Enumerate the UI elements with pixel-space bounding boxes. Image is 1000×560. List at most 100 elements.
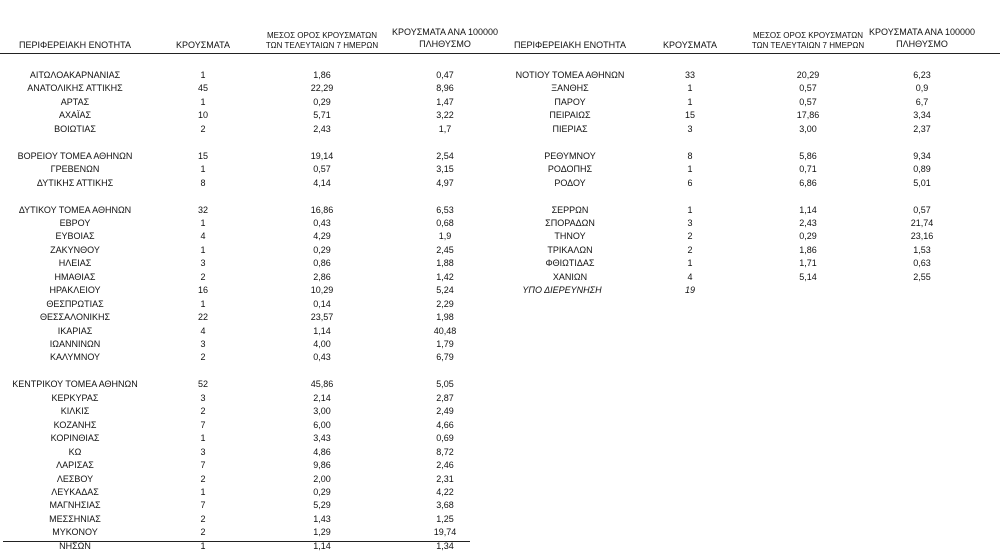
- avg-7-days-cell: 0,29: [313, 96, 331, 107]
- region-cell: ΛΕΥΚΑΔΑΣ: [51, 486, 99, 497]
- cases-cell: 8: [200, 177, 206, 188]
- bottom-rule: [3, 541, 470, 542]
- per-100k-cell: 6,53: [436, 204, 454, 215]
- per-100k-cell: 4,22: [436, 486, 454, 497]
- avg-7-days-cell: 0,14: [313, 298, 331, 309]
- cases-cell: 2: [200, 473, 206, 484]
- cases-cell: 7: [200, 419, 206, 430]
- region-cell: ΔΥΤΙΚΗΣ ΑΤΤΙΚΗΣ: [36, 177, 114, 188]
- avg-7-days-cell: 0,57: [799, 83, 817, 94]
- avg-7-days-cell: 5,86: [799, 150, 817, 161]
- per-100k-cell: 4,97: [436, 177, 454, 188]
- per-100k-cell: 8,96: [436, 83, 454, 94]
- header-region: ΠΕΡΙΦΕΡΕΙΑΚΗ ΕΝΟΤΗΤΑ: [18, 40, 132, 50]
- per-100k-cell: 19,74: [433, 527, 457, 538]
- header-per-100k: ΠΛΗΘΥΣΜΟ: [896, 39, 948, 49]
- per-100k-cell: 8,72: [436, 446, 454, 457]
- header-avg-7-days: ΜΕΣΟΣ ΟΡΟΣ ΚΡΟΥΣΜΑΤΩΝ: [266, 31, 378, 40]
- cases-cell: 2: [200, 513, 206, 524]
- header-per-100k: ΚΡΟΥΣΜΑΤΑ ΑΝΑ 100000: [869, 27, 975, 37]
- avg-7-days-cell: 4,86: [313, 446, 331, 457]
- cases-cell: 1: [200, 96, 206, 107]
- per-100k-cell: 0,69: [436, 433, 454, 444]
- cases-cell: 32: [197, 204, 209, 215]
- per-100k-cell: 3,15: [436, 164, 454, 175]
- per-100k-cell: 3,68: [436, 500, 454, 511]
- avg-7-days-cell: 3,43: [313, 433, 331, 444]
- avg-7-days-cell: 0,29: [313, 486, 331, 497]
- avg-7-days-cell: 16,86: [310, 204, 334, 215]
- per-100k-cell: 21,74: [910, 217, 934, 228]
- region-cell: ΗΡΑΚΛΕΙΟΥ: [49, 285, 101, 296]
- region-cell: ΣΕΡΡΩΝ: [551, 204, 589, 215]
- cases-cell: 2: [200, 527, 206, 538]
- avg-7-days-cell: 0,43: [313, 352, 331, 363]
- per-100k-cell: 2,46: [436, 460, 454, 471]
- per-100k-cell: 1,9: [438, 231, 452, 242]
- per-100k-cell: 5,24: [436, 285, 454, 296]
- cases-cell: 1: [200, 540, 206, 551]
- per-100k-cell: 5,05: [436, 379, 454, 390]
- cases-cell: 2: [200, 123, 206, 134]
- region-cell: ΗΛΕΙΑΣ: [58, 258, 92, 269]
- per-100k-cell: 23,16: [910, 231, 934, 242]
- per-100k-cell: 2,37: [913, 123, 931, 134]
- region-cell: ΔΥΤΙΚΟΥ ΤΟΜΕΑ ΑΘΗΝΩΝ: [18, 204, 132, 215]
- cases-cell: 15: [684, 110, 696, 121]
- cases-cell: 1: [687, 258, 693, 269]
- avg-7-days-cell: 3,00: [313, 406, 331, 417]
- avg-7-days-cell: 1,14: [799, 204, 817, 215]
- region-cell: ΓΡΕΒΕΝΩΝ: [50, 164, 100, 175]
- per-100k-cell: 1,98: [436, 312, 454, 323]
- cases-cell: 4: [687, 271, 693, 282]
- per-100k-cell: 0,47: [436, 70, 454, 80]
- cases-cell: 3: [200, 258, 206, 269]
- avg-7-days-cell: 1,86: [313, 70, 331, 80]
- cases-cell: 52: [197, 379, 209, 390]
- avg-7-days-cell: 10,29: [310, 285, 334, 296]
- avg-7-days-cell: 20,29: [796, 70, 820, 80]
- per-100k-cell: 0,89: [913, 164, 931, 175]
- cases-cell: 2: [200, 352, 206, 363]
- avg-7-days-cell: 19,14: [310, 150, 334, 161]
- cases-cell: 3: [200, 339, 206, 349]
- avg-7-days-cell: 2,00: [313, 473, 331, 484]
- header-cases: ΚΡΟΥΣΜΑΤΑ: [663, 40, 717, 50]
- region-cell: ΝΟΤΙΟΥ ΤΟΜΕΑ ΑΘΗΝΩΝ: [515, 70, 625, 80]
- region-cell: ΛΑΡΙΣΑΣ: [56, 460, 94, 471]
- per-100k-cell: 1,79: [436, 339, 454, 349]
- region-cell: ΕΥΒΟΙΑΣ: [55, 231, 95, 242]
- region-cell: ΡΕΘΥΜΝΟΥ: [544, 150, 596, 161]
- region-cell: ΠΕΙΡΑΙΩΣ: [549, 110, 591, 121]
- cases-cell: 33: [684, 70, 696, 80]
- per-100k-cell: 2,49: [436, 406, 454, 417]
- avg-7-days-cell: 17,86: [796, 110, 820, 121]
- per-100k-cell: 3,34: [913, 110, 931, 121]
- avg-7-days-cell: 0,29: [313, 244, 331, 255]
- region-cell: ΚΕΡΚΥΡΑΣ: [51, 392, 99, 403]
- cases-cell: 15: [197, 150, 209, 161]
- avg-7-days-cell: 4,29: [313, 231, 331, 242]
- per-100k-cell: 4,66: [436, 419, 454, 430]
- avg-7-days-cell: 0,86: [313, 258, 331, 269]
- cases-cell: 1: [200, 486, 206, 497]
- region-cell: ΙΩΑΝΝΙΝΩΝ: [49, 339, 101, 349]
- per-100k-cell: 2,54: [436, 150, 454, 161]
- avg-7-days-cell: 0,57: [799, 96, 817, 107]
- avg-7-days-cell: 3,00: [799, 123, 817, 134]
- per-100k-cell: 2,31: [436, 473, 454, 484]
- cases-cell: 1: [200, 433, 206, 444]
- region-cell: ΜΕΣΣΗΝΙΑΣ: [49, 513, 101, 524]
- cases-cell: 3: [200, 446, 206, 457]
- avg-7-days-cell: 1,71: [799, 258, 817, 269]
- region-cell: ΛΕΣΒΟΥ: [56, 473, 94, 484]
- per-100k-cell: 0,9: [915, 83, 929, 94]
- region-cell: ΣΠΟΡΑΔΩΝ: [545, 217, 595, 228]
- per-100k-cell: 5,01: [913, 177, 931, 188]
- per-100k-cell: 0,57: [913, 204, 931, 215]
- cases-cell: 4: [200, 325, 206, 336]
- cases-cell: 16: [197, 285, 209, 296]
- per-100k-cell: 9,34: [913, 150, 931, 161]
- header-per-100k: ΚΡΟΥΣΜΑΤΑ ΑΝΑ 100000: [392, 27, 498, 37]
- region-cell: ΤΗΝΟΥ: [554, 231, 586, 242]
